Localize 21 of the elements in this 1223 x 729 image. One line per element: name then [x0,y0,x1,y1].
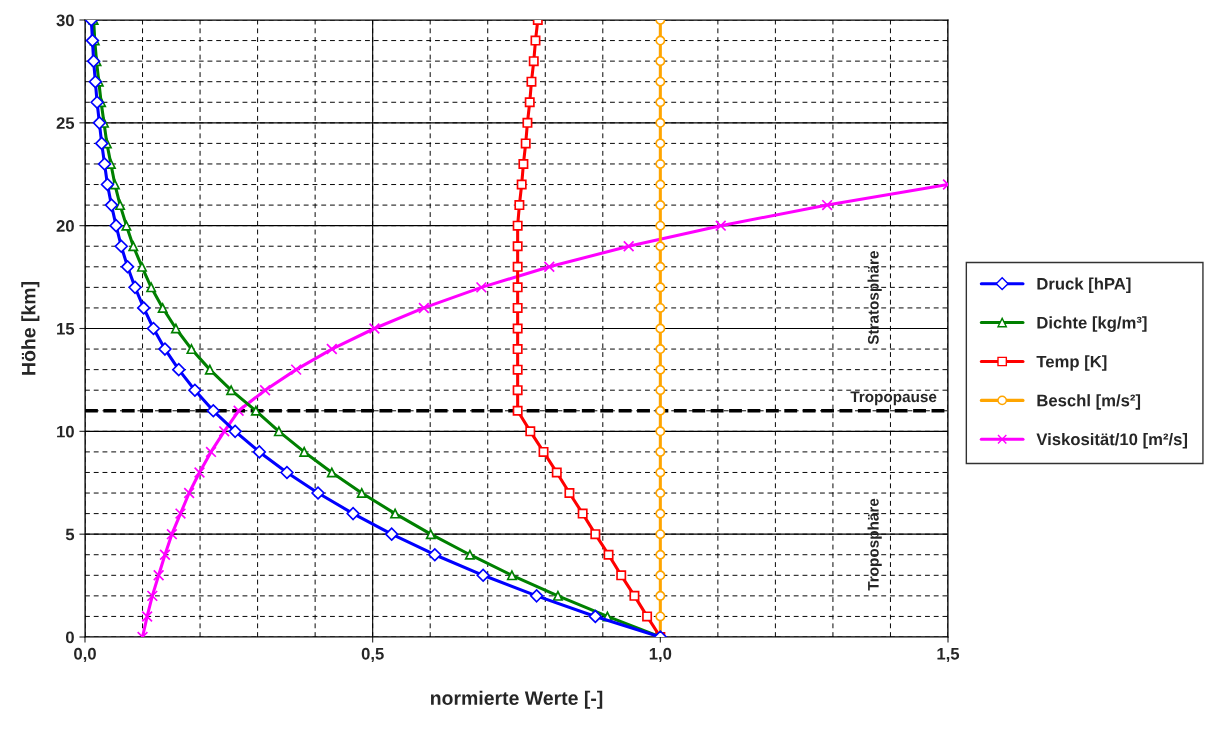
x-tick-label: 0,5 [361,647,384,663]
y-tick-label: 0 [65,631,74,644]
x-tick-label: 0,0 [74,647,96,663]
y-tick-label: 20 [56,220,74,232]
y-tick-label: 5 [65,528,75,541]
annotation: Troposphäre [867,498,882,591]
x-tick-label: 1,0 [649,647,672,663]
legend-label: Temp [K] [1036,355,1107,371]
legend-label: Beschl [m/s²] [1037,394,1141,410]
annotation: Stratosphäre [867,251,882,345]
legend-label: Druck [hPA] [1037,277,1131,293]
x-axis-title: normierte Werte [-] [430,690,603,709]
y-tick-label: 25 [56,117,75,130]
legend-label: Viskosität/10 [m²/s] [1036,433,1188,449]
x-tick-label: 1,5 [937,648,960,663]
y-tick-label: 30 [56,14,74,27]
y-axis-title: Höhe [km] [21,282,40,375]
annotation: Tropopause [850,391,937,406]
y-tick-label: 10 [57,425,74,438]
y-tick-label: 15 [57,323,75,335]
legend-label: Dichte [kg/m³] [1037,316,1147,332]
